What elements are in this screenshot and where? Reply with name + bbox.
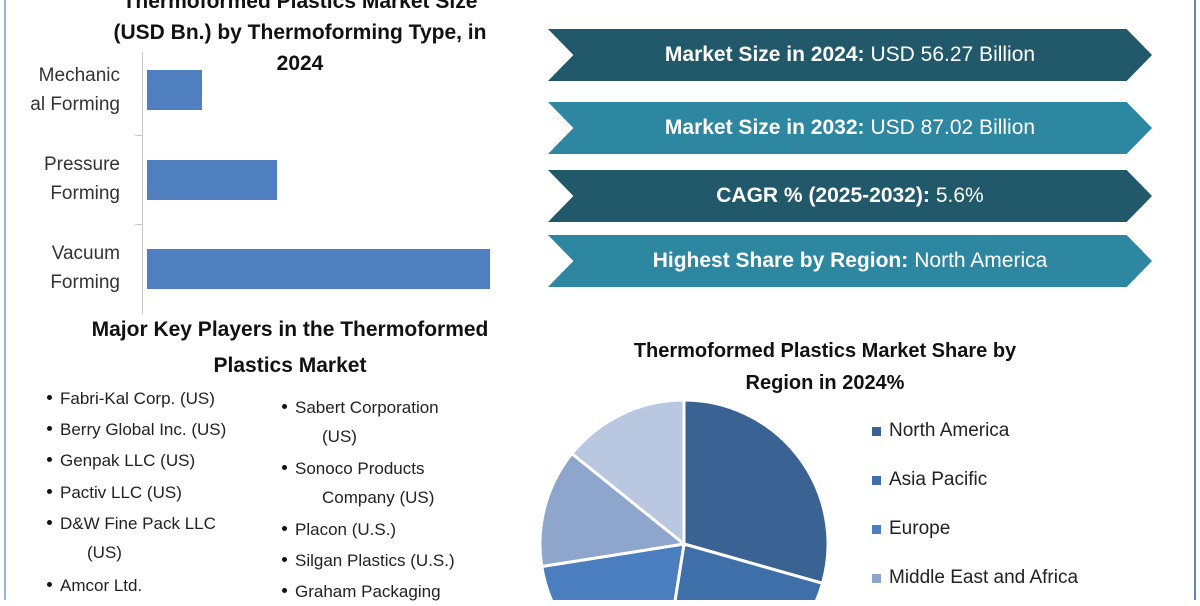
key-player-item: Berry Global Inc. (US)	[47, 415, 226, 444]
banner-market-size-2032: Market Size in 2032: USD 87.02 Billion	[548, 102, 1152, 154]
bar-chart-title: Thermoformed Plastics Market Size (USD B…	[70, 0, 530, 79]
key-player-item: Fabri-Kal Corp. (US)	[47, 384, 215, 413]
bullet-icon	[282, 557, 287, 563]
bar-chart-title-line: (USD Bn.) by Thermoforming Type, in	[113, 21, 487, 44]
key-player-name: D&W Fine Pack LLC	[60, 514, 216, 533]
banner-key: CAGR % (2025-2032):	[716, 184, 930, 207]
pie-slice	[682, 398, 830, 586]
banner-value: USD 56.27 Billion	[870, 43, 1036, 66]
banner-market-size-2024: Market Size in 2024: USD 56.27 Billion	[548, 29, 1152, 81]
bar-vacuum-forming	[147, 249, 490, 289]
legend-label: North America	[889, 420, 1010, 441]
pie-slice	[540, 542, 686, 600]
pie-chart-title-line: Thermoformed Plastics Market Share by	[633, 340, 1017, 362]
pie-chart-title-line: Region in 2024%	[745, 372, 905, 394]
category-label-vacuum: Vacuum Forming	[2, 239, 120, 297]
category-label-pressure: Pressure Forming	[2, 150, 120, 208]
key-player-name: Silgan Plastics (U.S.)	[295, 551, 455, 570]
category-label-line: Pressure	[43, 154, 120, 175]
category-label-line: Forming	[50, 272, 120, 293]
bar-chart-title-line: Thermoformed Plastics Market Size	[122, 0, 478, 13]
key-player-item: Placon (U.S.)	[282, 515, 396, 544]
key-player-name: Sabert Corporation	[295, 398, 439, 417]
banner-key: Highest Share by Region:	[652, 249, 909, 272]
banner-key: Market Size in 2024:	[664, 43, 865, 66]
key-players-title-line: Plastics Market	[213, 354, 367, 377]
category-label-line: Forming	[50, 183, 120, 204]
category-label-mechanical: Mechanic al Forming	[2, 61, 120, 119]
bullet-icon	[282, 526, 287, 532]
key-player-item: Graham Packaging	[282, 577, 441, 606]
pie-slice	[569, 398, 686, 548]
pie-chart	[538, 398, 830, 600]
banner-value: 5.6%	[935, 184, 984, 207]
key-player-name-continued: Company (US)	[322, 488, 435, 507]
key-players-title: Major Key Players in the Thermoformed Pl…	[40, 312, 540, 384]
axis-tick	[135, 135, 143, 136]
key-player-item: Sonoco Products Company (US)	[282, 454, 434, 512]
banner-cagr: CAGR % (2025-2032): 5.6%	[548, 170, 1152, 222]
banner-value: North America	[914, 249, 1048, 272]
bullet-icon	[47, 426, 52, 432]
bar-chart-title-line: 2024	[276, 52, 324, 75]
right-frame-border	[1194, 0, 1196, 600]
legend-label: Asia Pacific	[889, 469, 988, 490]
bullet-icon	[47, 395, 52, 401]
axis-tick	[135, 224, 143, 225]
key-player-name-continued: (US)	[322, 427, 357, 446]
category-label-line: al Forming	[30, 94, 120, 115]
banner-value: USD 87.02 Billion	[870, 116, 1036, 139]
bar-pressure-forming	[147, 160, 277, 200]
key-player-name: Sonoco Products	[295, 459, 425, 478]
category-label-line: Mechanic	[38, 65, 120, 86]
bullet-icon	[47, 582, 52, 588]
legend-swatch-icon	[872, 426, 881, 436]
legend-item-europe: Europe	[872, 518, 950, 540]
legend-item-middle-east-africa: Middle East and Africa	[872, 567, 1078, 589]
legend-swatch-icon	[872, 524, 881, 534]
key-player-item: Silgan Plastics (U.S.)	[282, 546, 455, 575]
bullet-icon	[282, 465, 287, 471]
banner-key: Market Size in 2032:	[664, 116, 865, 139]
key-player-item: Amcor Ltd.	[47, 571, 142, 600]
bullet-icon	[282, 404, 287, 410]
legend-item-north-america: North America	[872, 420, 1009, 442]
pie-slice	[538, 451, 688, 569]
key-player-item: Sabert Corporation (US)	[282, 393, 439, 451]
key-player-item: Pactiv LLC (US)	[47, 478, 182, 507]
legend-item-asia-pacific: Asia Pacific	[872, 469, 987, 491]
legend-label: Middle East and Africa	[889, 567, 1079, 588]
key-player-name: Pactiv LLC (US)	[60, 483, 182, 502]
key-player-item: Genpak LLC (US)	[47, 446, 195, 475]
key-player-name: Graham Packaging	[295, 582, 441, 601]
key-player-name: Berry Global Inc. (US)	[60, 420, 227, 439]
pie-chart-title: Thermoformed Plastics Market Share by Re…	[560, 335, 1090, 399]
legend-swatch-icon	[872, 475, 881, 485]
key-player-name: Fabri-Kal Corp. (US)	[60, 389, 215, 408]
key-player-name: Amcor Ltd.	[60, 576, 143, 595]
bullet-icon	[282, 588, 287, 594]
banner-highest-share-region: Highest Share by Region: North America	[548, 235, 1152, 287]
key-players-title-line: Major Key Players in the Thermoformed	[91, 318, 489, 341]
bullet-icon	[47, 489, 52, 495]
category-label-line: Vacuum	[51, 243, 120, 264]
key-player-name: Placon (U.S.)	[295, 520, 397, 539]
legend-swatch-icon	[872, 573, 881, 583]
pie-slice	[673, 542, 825, 600]
key-player-item: D&W Fine Pack LLC (US)	[47, 509, 216, 567]
key-player-name: Genpak LLC (US)	[60, 451, 196, 470]
y-axis-line	[142, 52, 143, 314]
bar-mechanical-forming	[147, 70, 202, 110]
left-frame-border	[4, 0, 6, 600]
bullet-icon	[47, 457, 52, 463]
key-player-name-continued: (US)	[87, 543, 122, 562]
legend-label: Europe	[889, 518, 951, 539]
bullet-icon	[47, 520, 52, 526]
